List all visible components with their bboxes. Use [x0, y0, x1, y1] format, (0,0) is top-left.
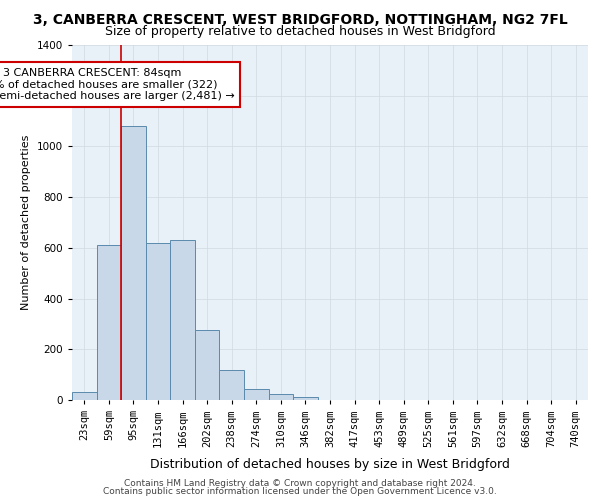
Bar	[97, 246, 121, 400]
Bar	[195, 330, 220, 400]
Text: Contains public sector information licensed under the Open Government Licence v3: Contains public sector information licen…	[103, 487, 497, 496]
Text: Contains HM Land Registry data © Crown copyright and database right 2024.: Contains HM Land Registry data © Crown c…	[124, 478, 476, 488]
Text: Size of property relative to detached houses in West Bridgford: Size of property relative to detached ho…	[104, 25, 496, 38]
Bar	[170, 240, 195, 400]
Y-axis label: Number of detached properties: Number of detached properties	[21, 135, 31, 310]
Bar	[220, 370, 244, 400]
Text: 3, CANBERRA CRESCENT, WEST BRIDGFORD, NOTTINGHAM, NG2 7FL: 3, CANBERRA CRESCENT, WEST BRIDGFORD, NO…	[32, 12, 568, 26]
Bar	[121, 126, 146, 400]
Bar	[293, 398, 318, 400]
Text: 3 CANBERRA CRESCENT: 84sqm
← 11% of detached houses are smaller (322)
88% of sem: 3 CANBERRA CRESCENT: 84sqm ← 11% of deta…	[0, 68, 234, 101]
Bar	[244, 390, 269, 400]
Bar	[146, 243, 170, 400]
Bar	[72, 392, 97, 400]
X-axis label: Distribution of detached houses by size in West Bridgford: Distribution of detached houses by size …	[150, 458, 510, 470]
Bar	[269, 394, 293, 400]
